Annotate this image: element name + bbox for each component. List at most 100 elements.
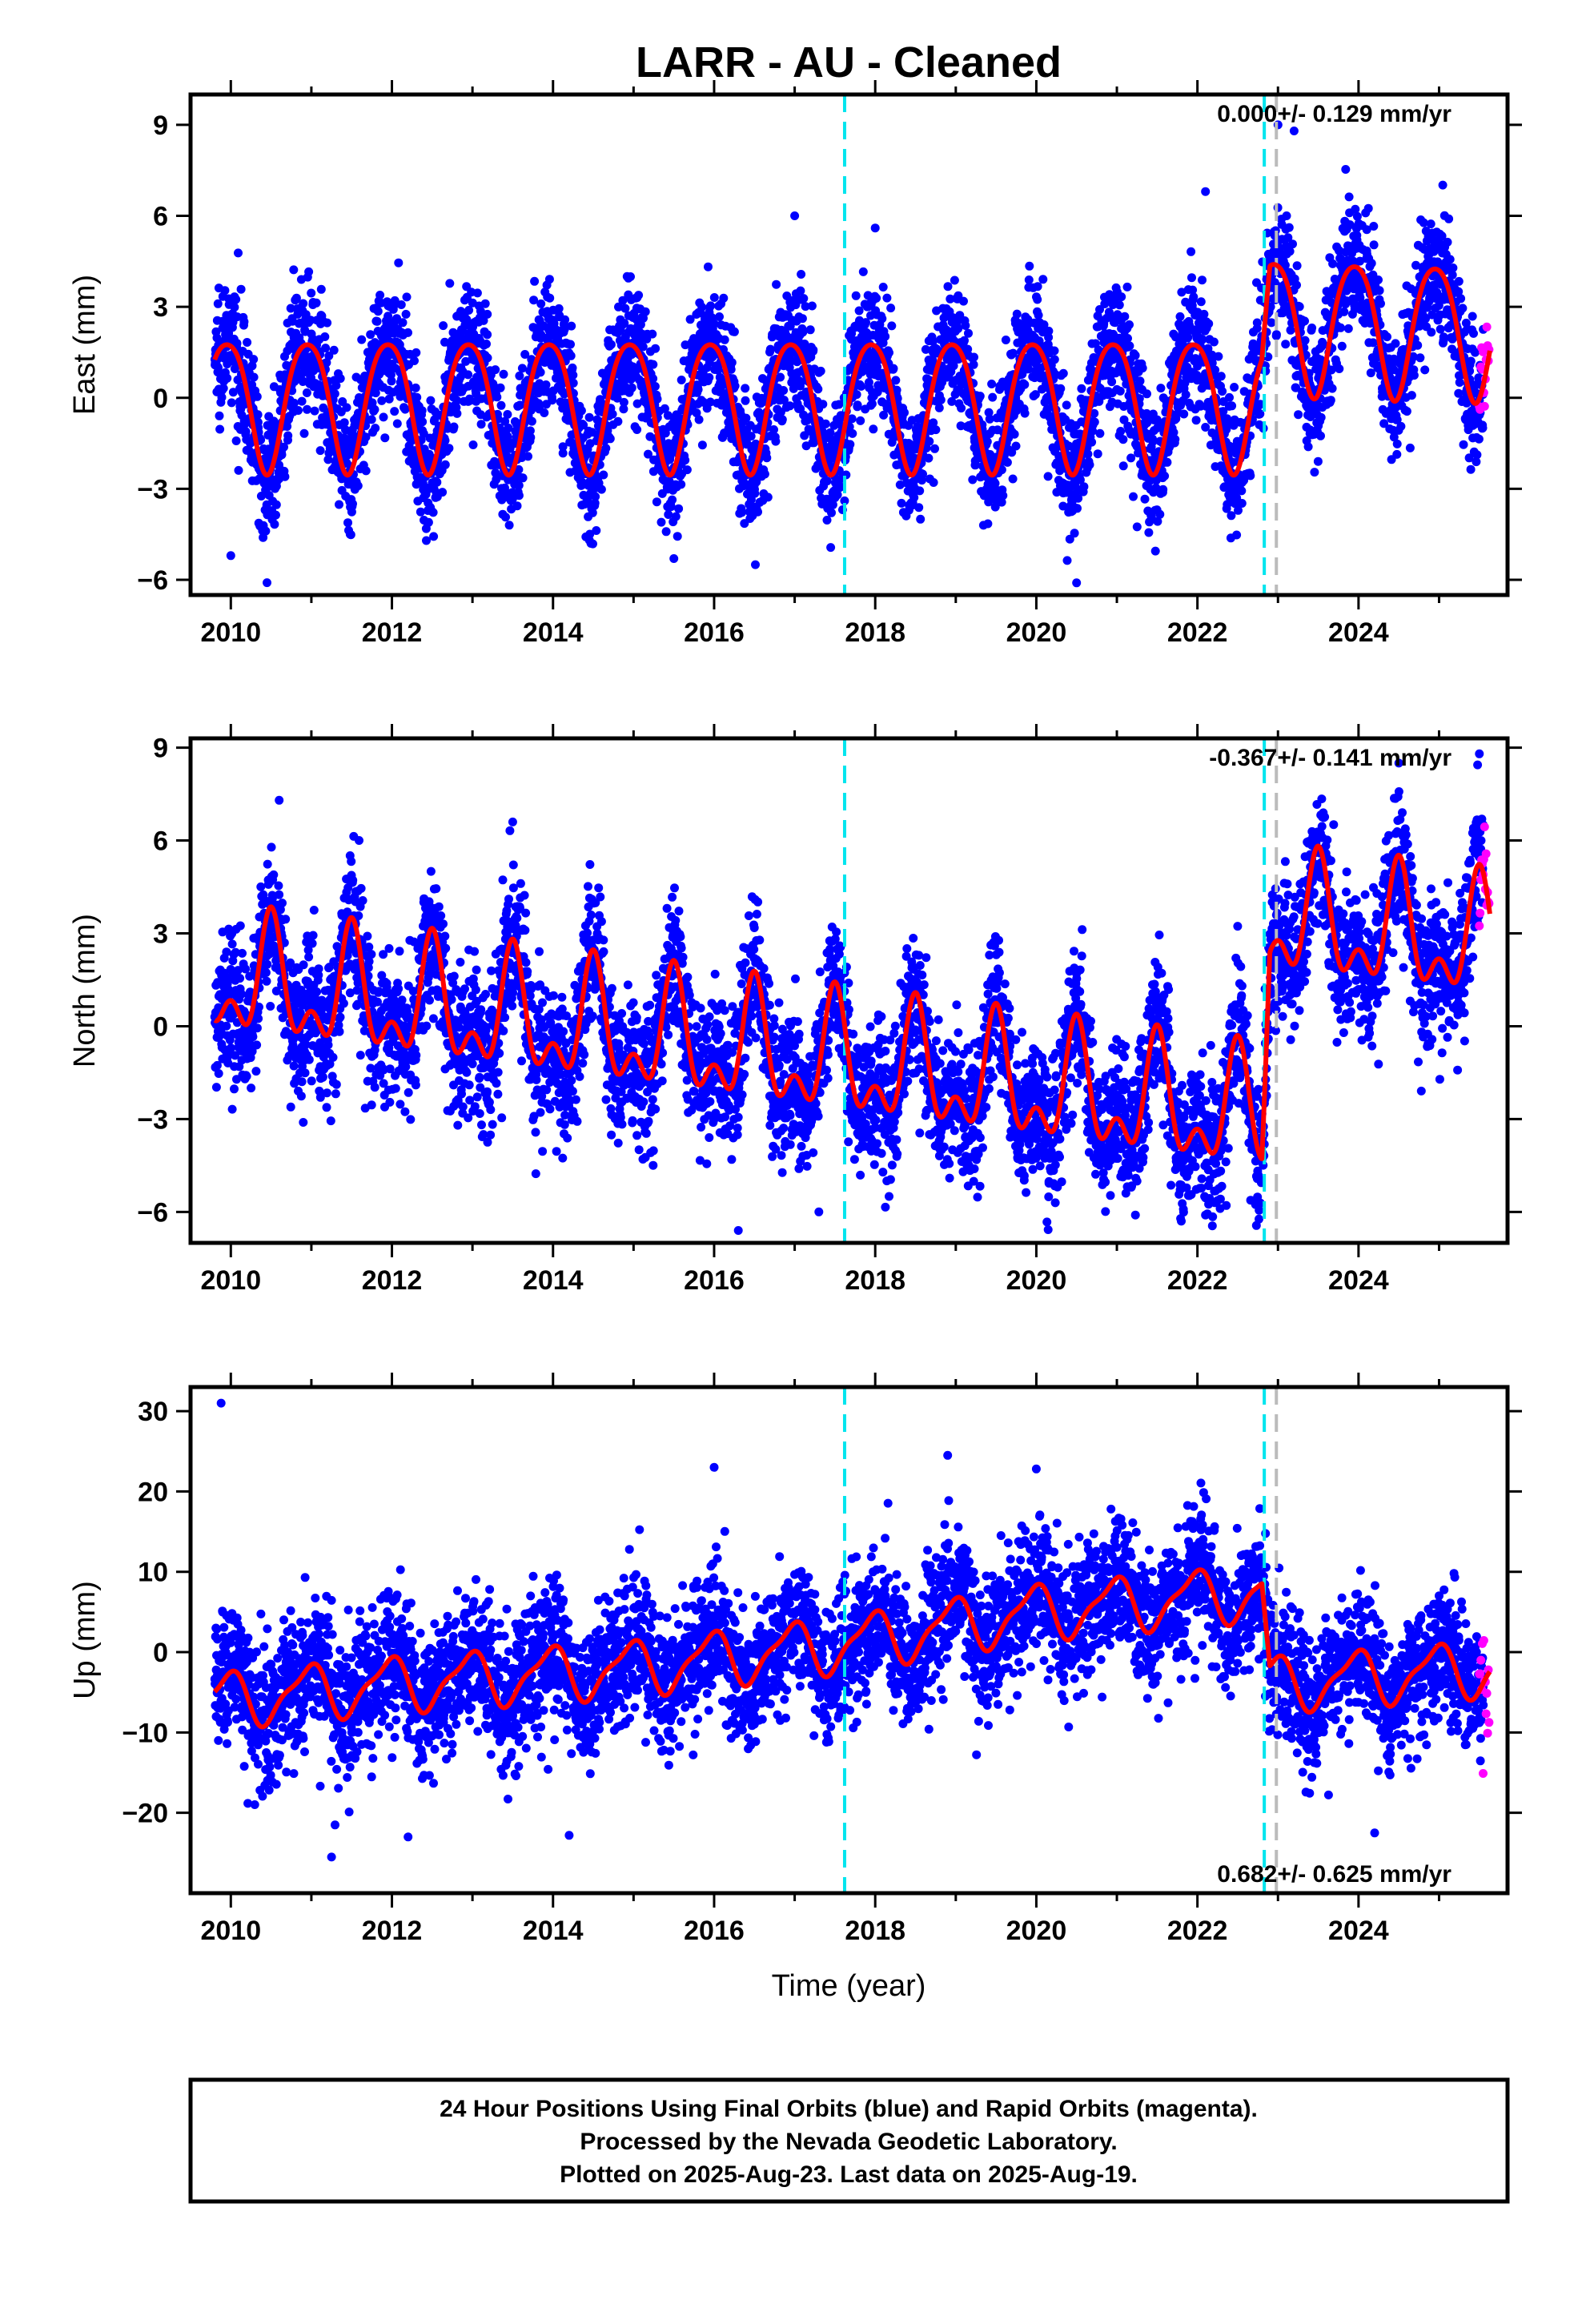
data-point [779, 396, 789, 405]
data-point [1009, 348, 1018, 358]
data-point [1376, 299, 1385, 308]
data-point [567, 321, 576, 331]
data-point [671, 512, 681, 521]
data-point [762, 453, 772, 463]
data-point [548, 396, 557, 405]
data-point [529, 296, 539, 305]
data-point [719, 293, 729, 303]
data-point [343, 450, 353, 460]
data-point [752, 477, 761, 487]
data-point [1119, 415, 1129, 424]
data-point [934, 403, 944, 412]
data-point [307, 288, 316, 298]
data-point [380, 433, 390, 443]
data-point [809, 345, 818, 355]
data-point [1281, 340, 1291, 349]
data-point [379, 412, 388, 422]
data-point [1227, 401, 1237, 411]
data-point [329, 345, 339, 355]
data-point [540, 408, 549, 417]
data-point [915, 486, 925, 496]
data-point [514, 464, 524, 474]
data-point [988, 392, 998, 402]
data-point [825, 428, 835, 437]
data-point [771, 436, 781, 446]
data-point [290, 398, 299, 408]
data-point [410, 356, 419, 365]
data-point [1344, 192, 1354, 202]
data-point [256, 435, 266, 444]
data-point [1363, 203, 1373, 213]
data-point [779, 386, 789, 395]
data-point [231, 436, 241, 445]
data-point [650, 382, 660, 391]
data-point [813, 384, 823, 394]
data-point [566, 340, 575, 349]
data-point [232, 339, 242, 348]
data-point [231, 295, 241, 304]
data-point [918, 469, 927, 479]
data-point [1034, 311, 1043, 320]
data-point [303, 404, 311, 414]
data-point [620, 319, 629, 328]
data-point [536, 368, 545, 377]
data-point [984, 408, 994, 417]
data-point [674, 504, 684, 513]
data-point [452, 396, 462, 405]
data-point [253, 410, 263, 420]
data-point [215, 411, 224, 420]
data-point [1144, 528, 1154, 537]
data-point [851, 291, 861, 300]
data-point [444, 444, 454, 453]
data-point [983, 519, 993, 529]
data-point [1199, 309, 1209, 319]
data-point [632, 399, 642, 408]
data-point [640, 307, 650, 316]
data-point [236, 284, 246, 294]
data-point [877, 314, 887, 324]
data-point [619, 397, 628, 407]
data-point [969, 360, 978, 369]
data-point [390, 407, 400, 416]
data-point [503, 410, 512, 419]
data-point [1090, 408, 1099, 418]
data-point [1020, 380, 1030, 389]
data-point [1204, 319, 1214, 328]
data-point [249, 355, 259, 364]
data-point [568, 370, 578, 380]
data-point [730, 381, 740, 391]
data-point [227, 398, 236, 408]
data-point [1052, 488, 1062, 497]
data-point [1129, 492, 1138, 501]
data-point [1008, 474, 1018, 484]
data-point [869, 424, 878, 434]
data-point [1237, 486, 1247, 496]
data-point [998, 491, 1008, 501]
data-point [614, 302, 623, 312]
data-point [280, 370, 290, 380]
data-point [1292, 261, 1302, 271]
data-point [891, 376, 901, 385]
data-point [289, 265, 299, 275]
data-point [394, 258, 404, 267]
data-point [263, 578, 271, 588]
data-point [867, 399, 877, 408]
data-point [769, 425, 778, 434]
data-point [1126, 453, 1136, 463]
data-point [854, 306, 864, 316]
data-point [1300, 316, 1309, 326]
data-point [412, 348, 421, 357]
data-point [916, 514, 926, 524]
data-point [959, 296, 968, 306]
data-point [1292, 280, 1301, 290]
data-point [828, 500, 837, 509]
data-point [777, 415, 787, 424]
data-point [661, 527, 671, 537]
data-point [889, 364, 898, 373]
data-point [1284, 223, 1294, 232]
data-point [827, 508, 836, 517]
data-point [588, 508, 597, 517]
data-point [1118, 435, 1128, 444]
data-point [353, 481, 363, 491]
